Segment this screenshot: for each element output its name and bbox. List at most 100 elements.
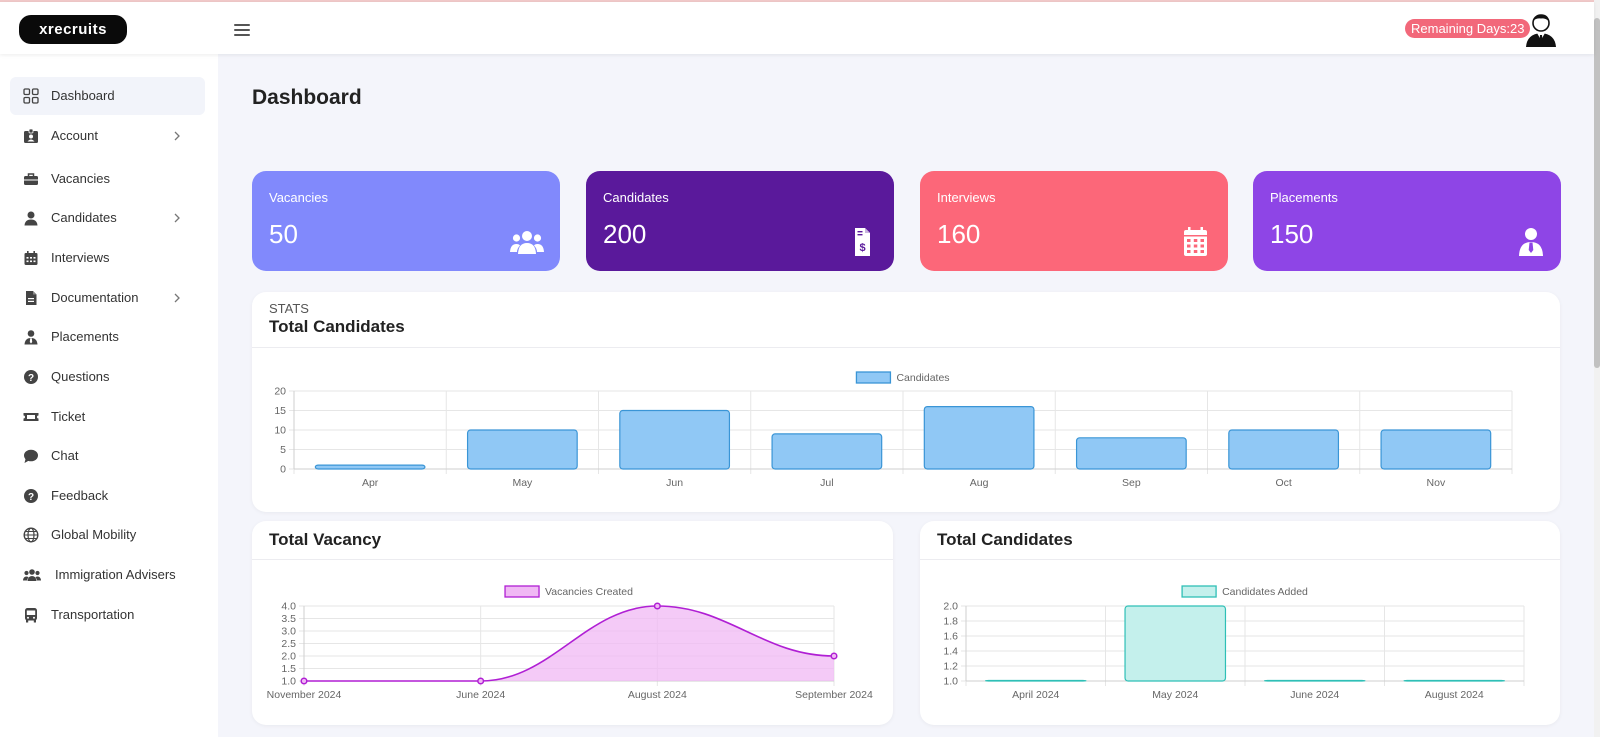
sidebar-item-placements[interactable]: Placements: [10, 318, 205, 356]
bar: [984, 679, 1087, 682]
bar: [1124, 605, 1227, 682]
chevron-right-icon: [174, 131, 180, 141]
y-tick-label: 10: [274, 425, 286, 437]
bar: [466, 429, 578, 470]
sidebar-item-label: Placements: [51, 329, 119, 344]
bar: [1380, 429, 1492, 470]
page-scrollbar[interactable]: [1594, 0, 1600, 737]
legend-swatch: [1181, 585, 1217, 598]
stat-card-label: Vacancies: [269, 190, 329, 205]
stat-card-value: 50: [269, 219, 298, 249]
user-tie-icon: [1519, 228, 1543, 256]
bar: [314, 464, 426, 470]
data-point: [477, 677, 485, 685]
stat-card-interviews[interactable]: Interviews 160: [920, 171, 1228, 271]
x-tick-label: Oct: [1275, 477, 1291, 489]
sidebar-item-label: Transportation: [51, 607, 135, 622]
sidebar-item-dashboard[interactable]: Dashboard: [10, 77, 205, 115]
x-tick-label: April 2024: [1012, 689, 1059, 701]
x-tick-label: Jul: [820, 477, 833, 489]
bar: [619, 409, 731, 470]
bar: [923, 405, 1035, 470]
sidebar-item-label: Documentation: [51, 290, 139, 305]
sidebar-item-label: Immigration Advisers: [55, 567, 176, 582]
x-tick-label: Aug: [970, 477, 989, 489]
x-tick-label: Nov: [1427, 477, 1446, 489]
y-tick-label: 5: [280, 444, 286, 456]
sidebar-item-chat[interactable]: Chat: [10, 437, 205, 475]
sidebar-item-label: Ticket: [51, 409, 86, 424]
bus-icon: [25, 608, 37, 623]
x-tick-label: June 2024: [1290, 689, 1339, 701]
sidebar-item-label: Dashboard: [51, 88, 115, 103]
series-line: [303, 605, 835, 682]
user-icon: [24, 211, 38, 226]
y-tick-label: 15: [274, 405, 286, 417]
data-point: [653, 602, 661, 610]
legend-label: Vacancies Created: [545, 586, 633, 598]
y-tick-label: 0: [280, 464, 286, 476]
stat-card-candidates[interactable]: Candidates 200 $: [586, 171, 894, 271]
app-logo[interactable]: xrecruits: [19, 15, 127, 44]
x-tick-label: June 2024: [456, 689, 505, 701]
x-tick-label: May 2024: [1152, 689, 1198, 701]
chevron-right-icon: [174, 293, 180, 303]
sidebar-item-candidates[interactable]: Candidates: [10, 199, 205, 237]
vacancy-panel: Total Vacancy 1.0 1.5 2.0 2.5 3.0 3.5 4.0 Novem…: [252, 521, 893, 725]
grid-icon: [23, 88, 39, 104]
legend-swatch: [855, 371, 892, 384]
sidebar-item-questions[interactable]: ? Questions: [10, 358, 205, 396]
chevron-right-icon: [174, 213, 180, 223]
y-tick-label: 1.4: [943, 646, 958, 658]
sidebar-item-immigration-advisers[interactable]: Immigration Advisers: [10, 556, 205, 594]
data-point: [300, 677, 308, 685]
stats-subtitle: STATS: [269, 301, 309, 316]
top-accent-line: [0, 0, 1600, 2]
y-tick-label: 4.0: [281, 601, 296, 613]
sidebar-item-feedback[interactable]: ? Feedback: [10, 477, 205, 515]
sidebar-item-label: Vacancies: [51, 171, 111, 186]
vacancy-panel-title: Total Vacancy: [269, 530, 382, 549]
y-tick-label: 1.0: [281, 676, 296, 688]
x-tick-label: May: [512, 477, 533, 489]
page-title: Dashboard: [252, 86, 362, 109]
total-vacancy-area-chart: 1.01.52.02.53.03.54.0 November 2024 June 2…: [267, 585, 873, 701]
sidebar-item-documentation[interactable]: Documentation: [10, 279, 205, 317]
calendar-icon: [1184, 227, 1207, 256]
sidebar-item-global-mobility[interactable]: Global Mobility: [10, 516, 205, 554]
sidebar-item-vacancies[interactable]: Vacancies: [10, 160, 205, 198]
y-tick-label: 1.5: [281, 663, 296, 675]
svg-text:?: ?: [28, 492, 34, 503]
x-tick-label: August 2024: [628, 689, 687, 701]
sidebar-item-ticket[interactable]: Ticket: [10, 398, 205, 436]
hamburger-menu-icon[interactable]: [234, 24, 250, 36]
sidebar-item-label: Account: [51, 128, 98, 143]
question-circle-icon: ?: [24, 370, 38, 384]
panel-divider: [252, 347, 1560, 348]
legend-swatch: [504, 585, 540, 598]
sidebar-item-label: Questions: [51, 369, 110, 384]
file-icon: [26, 291, 37, 305]
x-tick-label: August 2024: [1425, 689, 1484, 701]
stat-card-vacancies[interactable]: Vacancies 50: [252, 171, 560, 271]
question-circle-icon: ?: [24, 489, 38, 503]
sidebar-item-label: Candidates: [51, 210, 117, 225]
sidebar-item-interviews[interactable]: Interviews: [10, 239, 205, 277]
y-tick-label: 1.8: [943, 616, 958, 628]
briefcase-icon: [24, 173, 38, 185]
users-icon: [23, 569, 41, 581]
user-avatar-icon[interactable]: [1524, 12, 1558, 48]
sidebar-item-transportation[interactable]: Transportation: [10, 596, 205, 634]
sidebar-item-label: Interviews: [51, 250, 110, 265]
id-card-icon: [24, 128, 38, 143]
panel-divider: [252, 559, 893, 560]
stat-card-placements[interactable]: Placements 150: [1253, 171, 1561, 271]
sidebar-item-account[interactable]: Account: [10, 117, 205, 155]
users-icon: [510, 231, 544, 254]
x-tick-label: November 2024: [267, 689, 342, 701]
svg-text:?: ?: [28, 373, 34, 384]
bar: [771, 433, 883, 470]
top-bar: xrecruits Remaining Days:23: [0, 2, 1594, 54]
bar: [1263, 679, 1366, 682]
y-tick-label: 1.6: [943, 631, 958, 643]
